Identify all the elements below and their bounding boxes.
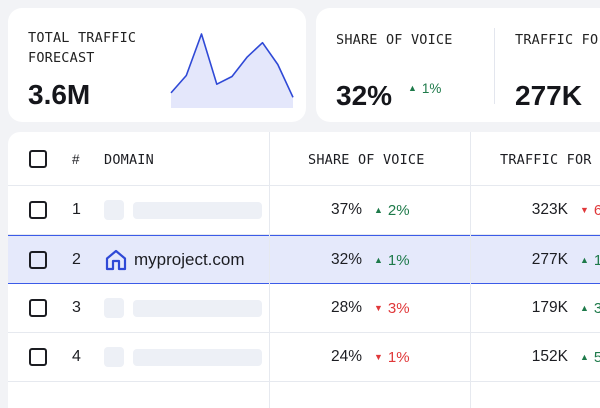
domain-placeholder bbox=[133, 202, 262, 219]
share-delta-value: 2% bbox=[387, 202, 410, 219]
share-delta: ▼ 1% bbox=[374, 347, 410, 368]
traffic-delta-value: 3 bbox=[593, 300, 600, 317]
share-of-voice-delta: ▲ 1% bbox=[408, 78, 441, 99]
house-logo-icon bbox=[105, 249, 127, 270]
triangle-down-icon: ▼ bbox=[580, 205, 589, 215]
traffic-delta: ▲ 3 bbox=[580, 298, 600, 319]
table-row[interactable]: 3 28% ▼ 3% 179K ▲ 3 bbox=[8, 284, 600, 333]
share-value: 32% bbox=[330, 250, 362, 268]
traffic-value: 179K bbox=[531, 299, 568, 316]
select-all-checkbox[interactable] bbox=[29, 149, 47, 168]
table-header-row: # DOMAIN SHARE OF VOICE TRAFFIC FOR bbox=[8, 132, 600, 186]
row-checkbox[interactable] bbox=[29, 299, 47, 317]
domains-table: # DOMAIN SHARE OF VOICE TRAFFIC FOR 1 37… bbox=[8, 132, 600, 408]
share-of-voice-value: 32% bbox=[336, 80, 393, 111]
traffic-delta: ▲ 1 bbox=[580, 250, 600, 271]
row-number: 1 bbox=[72, 201, 81, 218]
traffic-sparkline bbox=[170, 33, 294, 108]
favicon-placeholder bbox=[104, 347, 124, 367]
sparkline-line bbox=[170, 33, 294, 98]
traffic-delta-value: 5 bbox=[593, 349, 600, 366]
share-of-voice-card: SHARE OF VOICE 32% ▲ 1% TRAFFIC FO 277K bbox=[316, 8, 600, 122]
triangle-up-icon: ▲ bbox=[408, 83, 417, 93]
row-number: 3 bbox=[72, 299, 81, 316]
share-delta: ▼ 3% bbox=[374, 298, 410, 319]
header-domain[interactable]: DOMAIN bbox=[104, 152, 154, 168]
triangle-up-icon: ▲ bbox=[374, 254, 383, 265]
share-of-voice-label: SHARE OF VOICE bbox=[336, 32, 453, 48]
sparkline-area bbox=[171, 34, 293, 108]
domain-placeholder bbox=[133, 300, 262, 317]
traffic-delta-value: 6 bbox=[593, 202, 600, 219]
favicon-placeholder bbox=[104, 200, 124, 220]
triangle-up-icon: ▲ bbox=[580, 352, 589, 362]
triangle-down-icon: ▼ bbox=[374, 352, 383, 362]
column-divider bbox=[269, 132, 270, 408]
traffic-forecast-label: TRAFFIC FO bbox=[515, 32, 599, 48]
total-traffic-value: 3.6M bbox=[28, 79, 91, 110]
triangle-up-icon: ▲ bbox=[374, 205, 383, 215]
share-delta: ▲ 2% bbox=[374, 200, 410, 221]
share-value: 28% bbox=[330, 299, 362, 316]
total-traffic-label: TOTAL TRAFFIC FORECAST bbox=[28, 30, 137, 66]
header-traffic-forecast[interactable]: TRAFFIC FOR bbox=[500, 152, 592, 168]
domain-name[interactable]: myproject.com bbox=[134, 249, 245, 269]
row-checkbox[interactable] bbox=[29, 348, 47, 366]
share-delta-value: 1% bbox=[387, 251, 410, 269]
row-number: 4 bbox=[72, 348, 81, 365]
traffic-delta: ▼ 6 bbox=[580, 200, 600, 221]
total-traffic-card: TOTAL TRAFFIC FORECAST 3.6M bbox=[8, 8, 306, 122]
triangle-down-icon: ▼ bbox=[374, 303, 383, 313]
row-checkbox[interactable] bbox=[29, 201, 47, 219]
traffic-value: 152K bbox=[531, 348, 568, 365]
share-value: 24% bbox=[330, 348, 362, 365]
domain-placeholder bbox=[133, 349, 262, 366]
share-delta: ▲ 1% bbox=[374, 250, 410, 271]
share-delta-value: 3% bbox=[387, 300, 410, 317]
header-number: # bbox=[72, 152, 80, 167]
traffic-delta: ▲ 5 bbox=[580, 347, 600, 368]
triangle-up-icon: ▲ bbox=[580, 303, 589, 313]
table-row-highlighted[interactable]: 2 myproject.com 32% ▲ 1% 277K ▲ 1 bbox=[8, 235, 600, 284]
traffic-forecast-value: 277K bbox=[515, 80, 582, 111]
table-row[interactable]: 4 24% ▼ 1% 152K ▲ 5 bbox=[8, 333, 600, 382]
share-delta-value: 1% bbox=[387, 349, 410, 366]
divider bbox=[494, 28, 495, 104]
column-divider bbox=[470, 132, 471, 408]
triangle-up-icon: ▲ bbox=[580, 254, 589, 265]
header-share-of-voice[interactable]: SHARE OF VOICE bbox=[308, 152, 425, 168]
table-row[interactable]: 1 37% ▲ 2% 323K ▼ 6 bbox=[8, 186, 600, 235]
traffic-delta-value: 1 bbox=[593, 251, 600, 269]
row-checkbox[interactable] bbox=[29, 250, 47, 269]
traffic-value: 323K bbox=[531, 201, 568, 218]
share-of-voice-delta-value: 1% bbox=[421, 81, 442, 96]
traffic-value: 277K bbox=[531, 250, 568, 268]
row-number: 2 bbox=[72, 250, 81, 268]
favicon-placeholder bbox=[104, 298, 124, 318]
share-value: 37% bbox=[330, 201, 362, 218]
